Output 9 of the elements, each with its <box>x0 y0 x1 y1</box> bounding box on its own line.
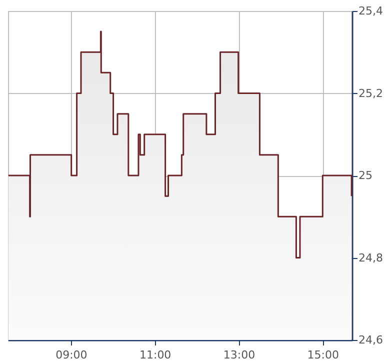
x-tick-label: 15:00 <box>307 348 339 362</box>
x-tick-label: 09:00 <box>56 348 88 362</box>
y-tick-label: 24,8 <box>358 251 383 264</box>
y-tick-label: 24,6 <box>358 334 383 346</box>
y-tick-label: 25,2 <box>358 86 383 100</box>
y-tick-label: 25 <box>358 169 372 182</box>
y-tick-label: 25,4 <box>358 4 383 18</box>
x-tick-label: 11:00 <box>139 348 172 362</box>
x-tick-label: 13:00 <box>223 348 256 362</box>
